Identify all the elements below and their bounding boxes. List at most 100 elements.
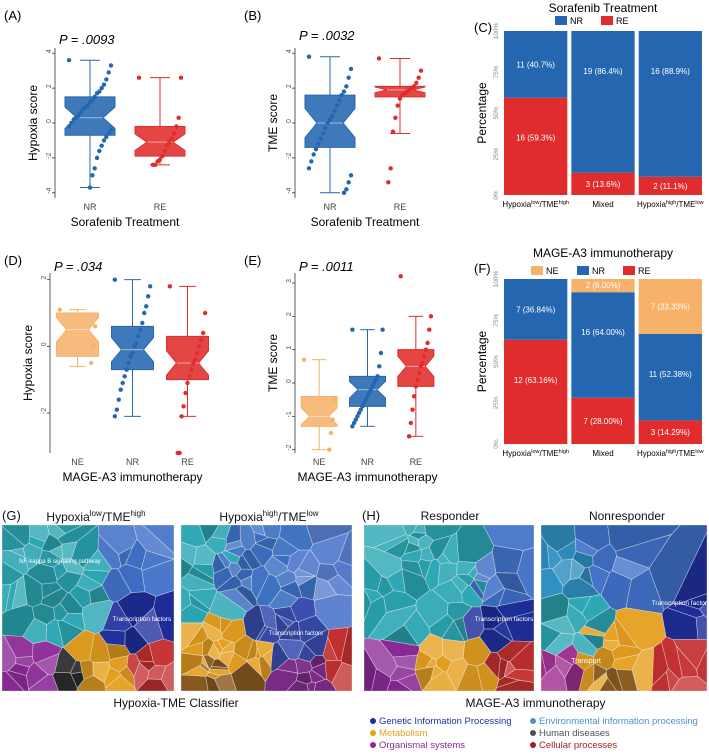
y-axis-label: TME score [266,334,280,392]
data-point [427,327,432,332]
data-point [320,131,326,136]
voronoi-cell [305,525,352,545]
data-point [397,96,403,101]
data-point [87,185,93,190]
bar-segment-re [638,176,702,195]
data-point [390,129,396,134]
data-point [92,94,97,100]
panel-g-left-title: Hypoxialow/TMEhigh [26,509,166,524]
panel-c: Sorafenib Treatment (C) NR RE 0% 25% 50% 75% 100… [470,0,709,240]
data-point [411,394,417,399]
legend-label-environmental: Environmental information processing [539,716,698,727]
data-point [350,424,355,429]
voronoi-cell [181,674,209,691]
voronoi-cell [92,661,111,683]
voronoi-cell [495,679,534,691]
p-value: P = .0032 [299,28,355,43]
data-point [193,357,198,362]
legend-item-environmental: Environmental information processing [530,716,698,727]
data-point [191,360,196,366]
data-point [366,390,372,396]
voronoi-cell [213,567,233,591]
voronoi-label: Transcription factors [475,616,534,623]
y-tick-label: 0 [286,379,293,383]
data-point [195,350,200,356]
data-point [78,110,83,115]
panel-tag: (D) [4,253,22,268]
data-point [114,407,120,412]
box-nr [111,325,154,371]
voronoi-cell [482,525,534,551]
bar-segment-nr [571,31,635,173]
data-point [425,340,430,346]
bar-data-label: 16 (88.9%) [651,67,690,76]
box-nr [64,96,116,136]
data-point [126,360,131,366]
voronoi-cell [295,575,316,587]
data-point [368,387,374,392]
y-tick-label: 2 [286,312,293,316]
bar-data-label: 19 (86.4%) [583,67,622,76]
voronoi-cell [217,638,233,650]
y-tick-label: 2 [41,276,48,280]
panel-g-right-sup1: high [262,509,278,518]
voronoi-cell [70,660,83,675]
voronoi-label: Transcription factors [113,616,172,623]
y-tick-label: -2 [46,153,53,159]
data-point [132,344,137,349]
data-point [160,153,165,159]
legend-dot-metabolism [370,730,376,736]
panel-g-left-title-b: /TME [101,510,131,524]
data-point [378,350,384,356]
y-tick-label: -2 [41,408,48,414]
data-point [330,417,335,422]
data-point [124,367,129,372]
y-tick-label: -4 [46,188,53,194]
panel-b-svg: (B) P = .0032 -4 -2 0 2 4 TME score NR RE Sorafeni… [244,8,426,229]
data-point [386,180,391,185]
panel-d-svg: (D) P = .034 -2 0 2 Hypoxia score NE NR RE MAGE-A… [4,253,209,484]
panel-g-right-sup2: low [306,509,319,518]
box-re [166,335,209,381]
legend-swatch-nr [577,266,589,275]
panel-g-right-title: Hypoxiahigh/TMElow [194,509,344,524]
y-tick-label: 0 [41,342,48,346]
panel-h-caption: MAGE-A3 immunotherapy [465,696,606,710]
voronoi-cell [310,532,349,565]
x-axis-label: MAGE-A3 immunotherapy [62,470,202,484]
data-point [112,414,118,419]
legend-label-re: RE [616,16,629,26]
data-point [341,190,347,195]
voronoi-cell [598,677,618,691]
voronoi-label: NF-kappa B signaling pathway [19,559,100,565]
data-point [90,344,96,349]
y-tick-label: 0 [46,119,53,123]
bar-segment-re [504,339,568,444]
data-point [104,134,109,140]
data-point [94,155,100,161]
data-point [66,58,72,63]
y-tick-label: 0% [493,190,500,200]
data-point [136,334,141,339]
data-point [202,310,208,316]
data-point [179,414,184,419]
voronoi-cell [53,602,69,621]
data-point [318,136,323,141]
legend-dot-organismal [370,742,376,748]
x-tick-label: RE [181,457,194,467]
voronoi-cell [430,665,444,681]
y-axis-label: Percentage [475,330,489,392]
voronoi-cell [69,585,92,609]
panel-g-right-title-b: /TME [277,510,307,524]
voronoi-cell [32,640,63,664]
x-tick-label: NR [361,457,374,467]
data-point [360,404,365,409]
y-axis-label: Percentage [475,82,489,144]
data-point [313,146,319,152]
x-axis-label: Sorafenib Treatment [311,215,420,229]
voronoi-cell [2,584,11,615]
y-tick-label: 2 [46,84,53,88]
voronoi-cell [126,653,140,678]
bar-data-label: 11 (40.7%) [516,60,555,69]
panel-e: (E) P = .0011 -2 -1 0 1 2 3 TME score NE NR RE MAGE-… [240,245,470,495]
